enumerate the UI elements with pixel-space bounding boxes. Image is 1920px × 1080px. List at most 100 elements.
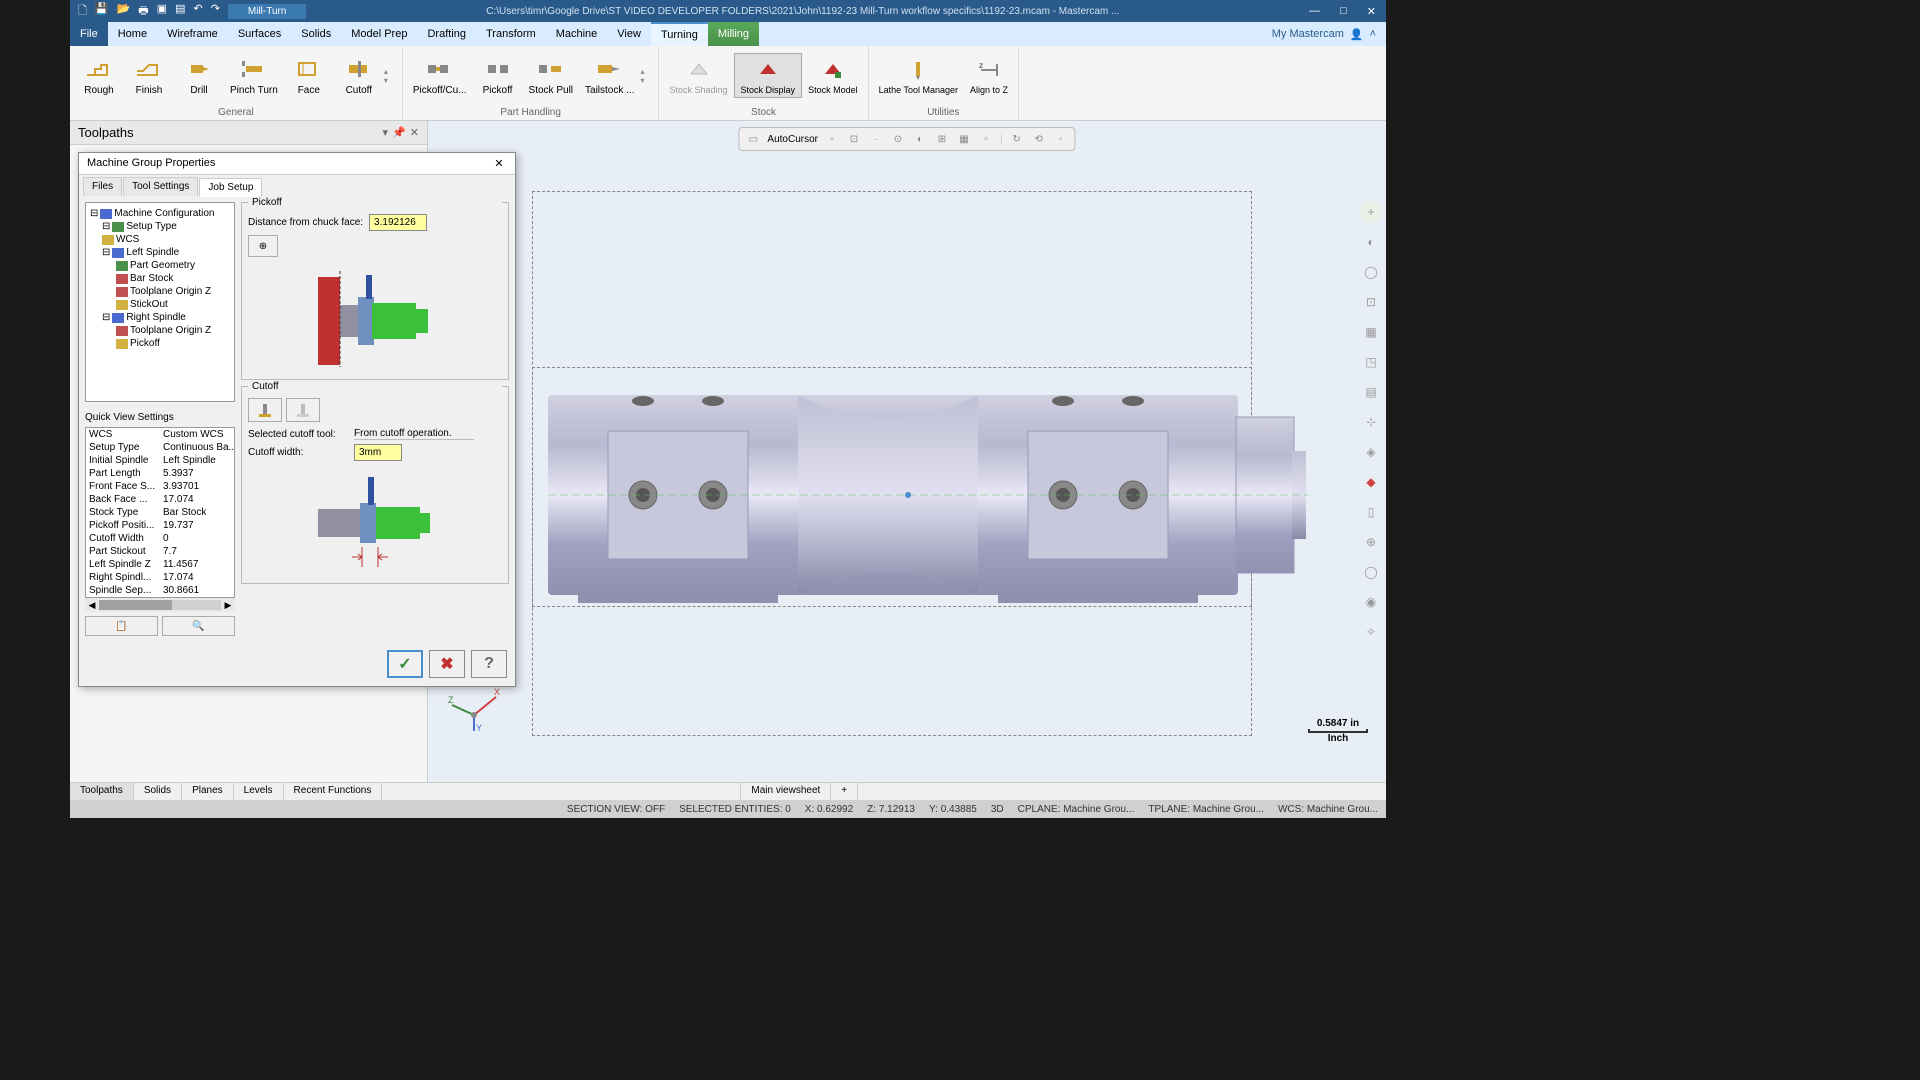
tree-node[interactable]: Pickoff	[90, 337, 230, 350]
tree-node[interactable]: StickOut	[90, 298, 230, 311]
help-button[interactable]: ?	[471, 650, 507, 678]
right-tool[interactable]: ◈	[1360, 441, 1382, 463]
print-icon[interactable]: 🖶	[138, 2, 148, 21]
cancel-button[interactable]: ✖	[429, 650, 465, 678]
ct-btn[interactable]: ⊞	[934, 131, 950, 147]
ct-btn[interactable]: ↻	[1009, 131, 1025, 147]
ribbon-expand[interactable]: ▴▾	[640, 63, 654, 89]
tab-levels[interactable]: Levels	[234, 783, 284, 800]
cutoff-tool-button[interactable]	[248, 398, 282, 422]
save-icon[interactable]: 💾	[95, 2, 109, 21]
menu-drafting[interactable]: Drafting	[417, 22, 476, 46]
status-cplane[interactable]: CPLANE: Machine Grou...	[1018, 804, 1135, 815]
face-button[interactable]: Face	[284, 53, 334, 98]
qat-icon[interactable]: ▤	[175, 2, 185, 21]
menu-mymastercam[interactable]: My Mastercam 👤 ˄	[1262, 22, 1386, 46]
scroll-left-icon[interactable]: ◀	[85, 600, 99, 611]
tab-planes[interactable]: Planes	[182, 783, 234, 800]
ct-btn[interactable]: ⊡	[846, 131, 862, 147]
status-tplane[interactable]: TPLANE: Machine Grou...	[1148, 804, 1264, 815]
pinchturn-button[interactable]: Pinch Turn	[224, 53, 284, 98]
menu-surfaces[interactable]: Surfaces	[228, 22, 291, 46]
lathetool-button[interactable]: Lathe Tool Manager	[873, 54, 964, 97]
tree-node[interactable]: Bar Stock	[90, 272, 230, 285]
tab-mainviewsheet[interactable]: Main viewsheet	[740, 783, 831, 800]
cutoff-tool-button[interactable]	[286, 398, 320, 422]
tree-node[interactable]: WCS	[90, 233, 230, 246]
tab-solids[interactable]: Solids	[134, 783, 182, 800]
tree-node[interactable]: ⊟Left Spindle	[90, 246, 230, 259]
panel-dropdown-icon[interactable]: ▾	[383, 126, 389, 139]
ok-button[interactable]: ✓	[387, 650, 423, 678]
right-tool[interactable]: ◉	[1360, 591, 1382, 613]
right-tool[interactable]: ⊹	[1360, 411, 1382, 433]
chevron-up-icon[interactable]: ˄	[1370, 28, 1376, 40]
tree-node[interactable]: ⊟Right Spindle	[90, 311, 230, 324]
panel-pin-icon[interactable]: 📌	[392, 126, 406, 139]
right-tool[interactable]: ◐	[1360, 231, 1382, 253]
menu-transform[interactable]: Transform	[476, 22, 546, 46]
dialog-close-button[interactable]: ✕	[491, 157, 507, 170]
status-section[interactable]: SECTION VIEW: OFF	[567, 804, 665, 815]
status-mode[interactable]: 3D	[991, 804, 1004, 815]
ct-btn[interactable]: ·	[868, 131, 884, 147]
right-tool[interactable]: ✧	[1360, 621, 1382, 643]
close-button[interactable]: ✕	[1357, 5, 1386, 18]
tree-node[interactable]: Toolplane Origin Z	[90, 285, 230, 298]
pick-target-button[interactable]: ⊕	[248, 235, 278, 257]
ct-btn[interactable]: ◦	[824, 131, 840, 147]
pickoff-button[interactable]: Pickoff	[473, 53, 523, 98]
qv-copy-button[interactable]: 📋	[85, 616, 158, 636]
cutoff-width-input[interactable]	[354, 444, 402, 461]
tab-jobsetup[interactable]: Job Setup	[199, 178, 262, 197]
qv-scrollbar[interactable]: ◀ ▶	[85, 598, 235, 612]
stockmodel-button[interactable]: Stock Model	[802, 54, 864, 97]
wireframe-icon[interactable]: ◯	[1360, 261, 1382, 283]
cutoff-button[interactable]: Cutoff	[334, 53, 384, 98]
aligntoz-button[interactable]: zAlign to Z	[964, 54, 1014, 97]
menu-home[interactable]: Home	[108, 22, 157, 46]
menu-solids[interactable]: Solids	[291, 22, 341, 46]
panel-close-icon[interactable]: ✕	[410, 126, 419, 139]
qv-preview-button[interactable]: 🔍	[162, 616, 235, 636]
rough-button[interactable]: Rough	[74, 53, 124, 98]
stockpull-button[interactable]: Stock Pull	[523, 53, 579, 98]
qat-icon[interactable]: ▣	[157, 2, 167, 21]
new-icon[interactable]: 🗋	[78, 2, 87, 21]
tree-node[interactable]: ⊟Setup Type	[90, 220, 230, 233]
open-icon[interactable]: 📂	[117, 2, 131, 21]
ct-btn[interactable]: ◐	[912, 131, 928, 147]
minimize-button[interactable]: —	[1299, 5, 1330, 18]
stockdisplay-button[interactable]: Stock Display	[734, 53, 803, 98]
pickoffcu-button[interactable]: Pickoff/Cu...	[407, 53, 473, 98]
right-tool[interactable]: +	[1360, 201, 1382, 223]
menu-milling[interactable]: Milling	[708, 22, 759, 46]
right-tool[interactable]: ⊡	[1360, 291, 1382, 313]
ribbon-expand[interactable]: ▴▾	[384, 63, 398, 89]
menu-view[interactable]: View	[607, 22, 651, 46]
viewport[interactable]: ▭ AutoCursor ◦ ⊡ · ⊙ ◐ ⊞ ▦ ▫ | ↻ ⟲ ◦	[428, 121, 1386, 782]
right-tool[interactable]: ▤	[1360, 381, 1382, 403]
tree-node[interactable]: ⊟Machine Configuration	[90, 207, 230, 220]
tab-toolsettings[interactable]: Tool Settings	[123, 177, 198, 196]
right-tool[interactable]: ⊕	[1360, 531, 1382, 553]
maximize-button[interactable]: □	[1330, 5, 1357, 18]
scroll-right-icon[interactable]: ▶	[221, 600, 235, 611]
tab-files[interactable]: Files	[83, 177, 122, 196]
right-tool[interactable]: ◆	[1360, 471, 1382, 493]
ct-btn[interactable]: ▦	[956, 131, 972, 147]
ct-btn[interactable]: ▫	[978, 131, 994, 147]
autocursor-label[interactable]: AutoCursor	[767, 134, 818, 145]
right-tool[interactable]: ◳	[1360, 351, 1382, 373]
tailstock-button[interactable]: Tailstock ...	[579, 53, 640, 98]
undo-icon[interactable]: ↶	[193, 2, 202, 21]
menu-turning[interactable]: Turning	[651, 22, 708, 46]
tree-node[interactable]: Toolplane Origin Z	[90, 324, 230, 337]
setup-tree[interactable]: ⊟Machine Configuration ⊟Setup Type WCS ⊟…	[85, 202, 235, 402]
redo-icon[interactable]: ↷	[211, 2, 220, 21]
stockshading-button[interactable]: Stock Shading	[663, 54, 733, 97]
tab-add[interactable]: +	[831, 783, 858, 800]
tree-node[interactable]: Part Geometry	[90, 259, 230, 272]
tab-recent[interactable]: Recent Functions	[284, 783, 383, 800]
menu-wireframe[interactable]: Wireframe	[157, 22, 228, 46]
